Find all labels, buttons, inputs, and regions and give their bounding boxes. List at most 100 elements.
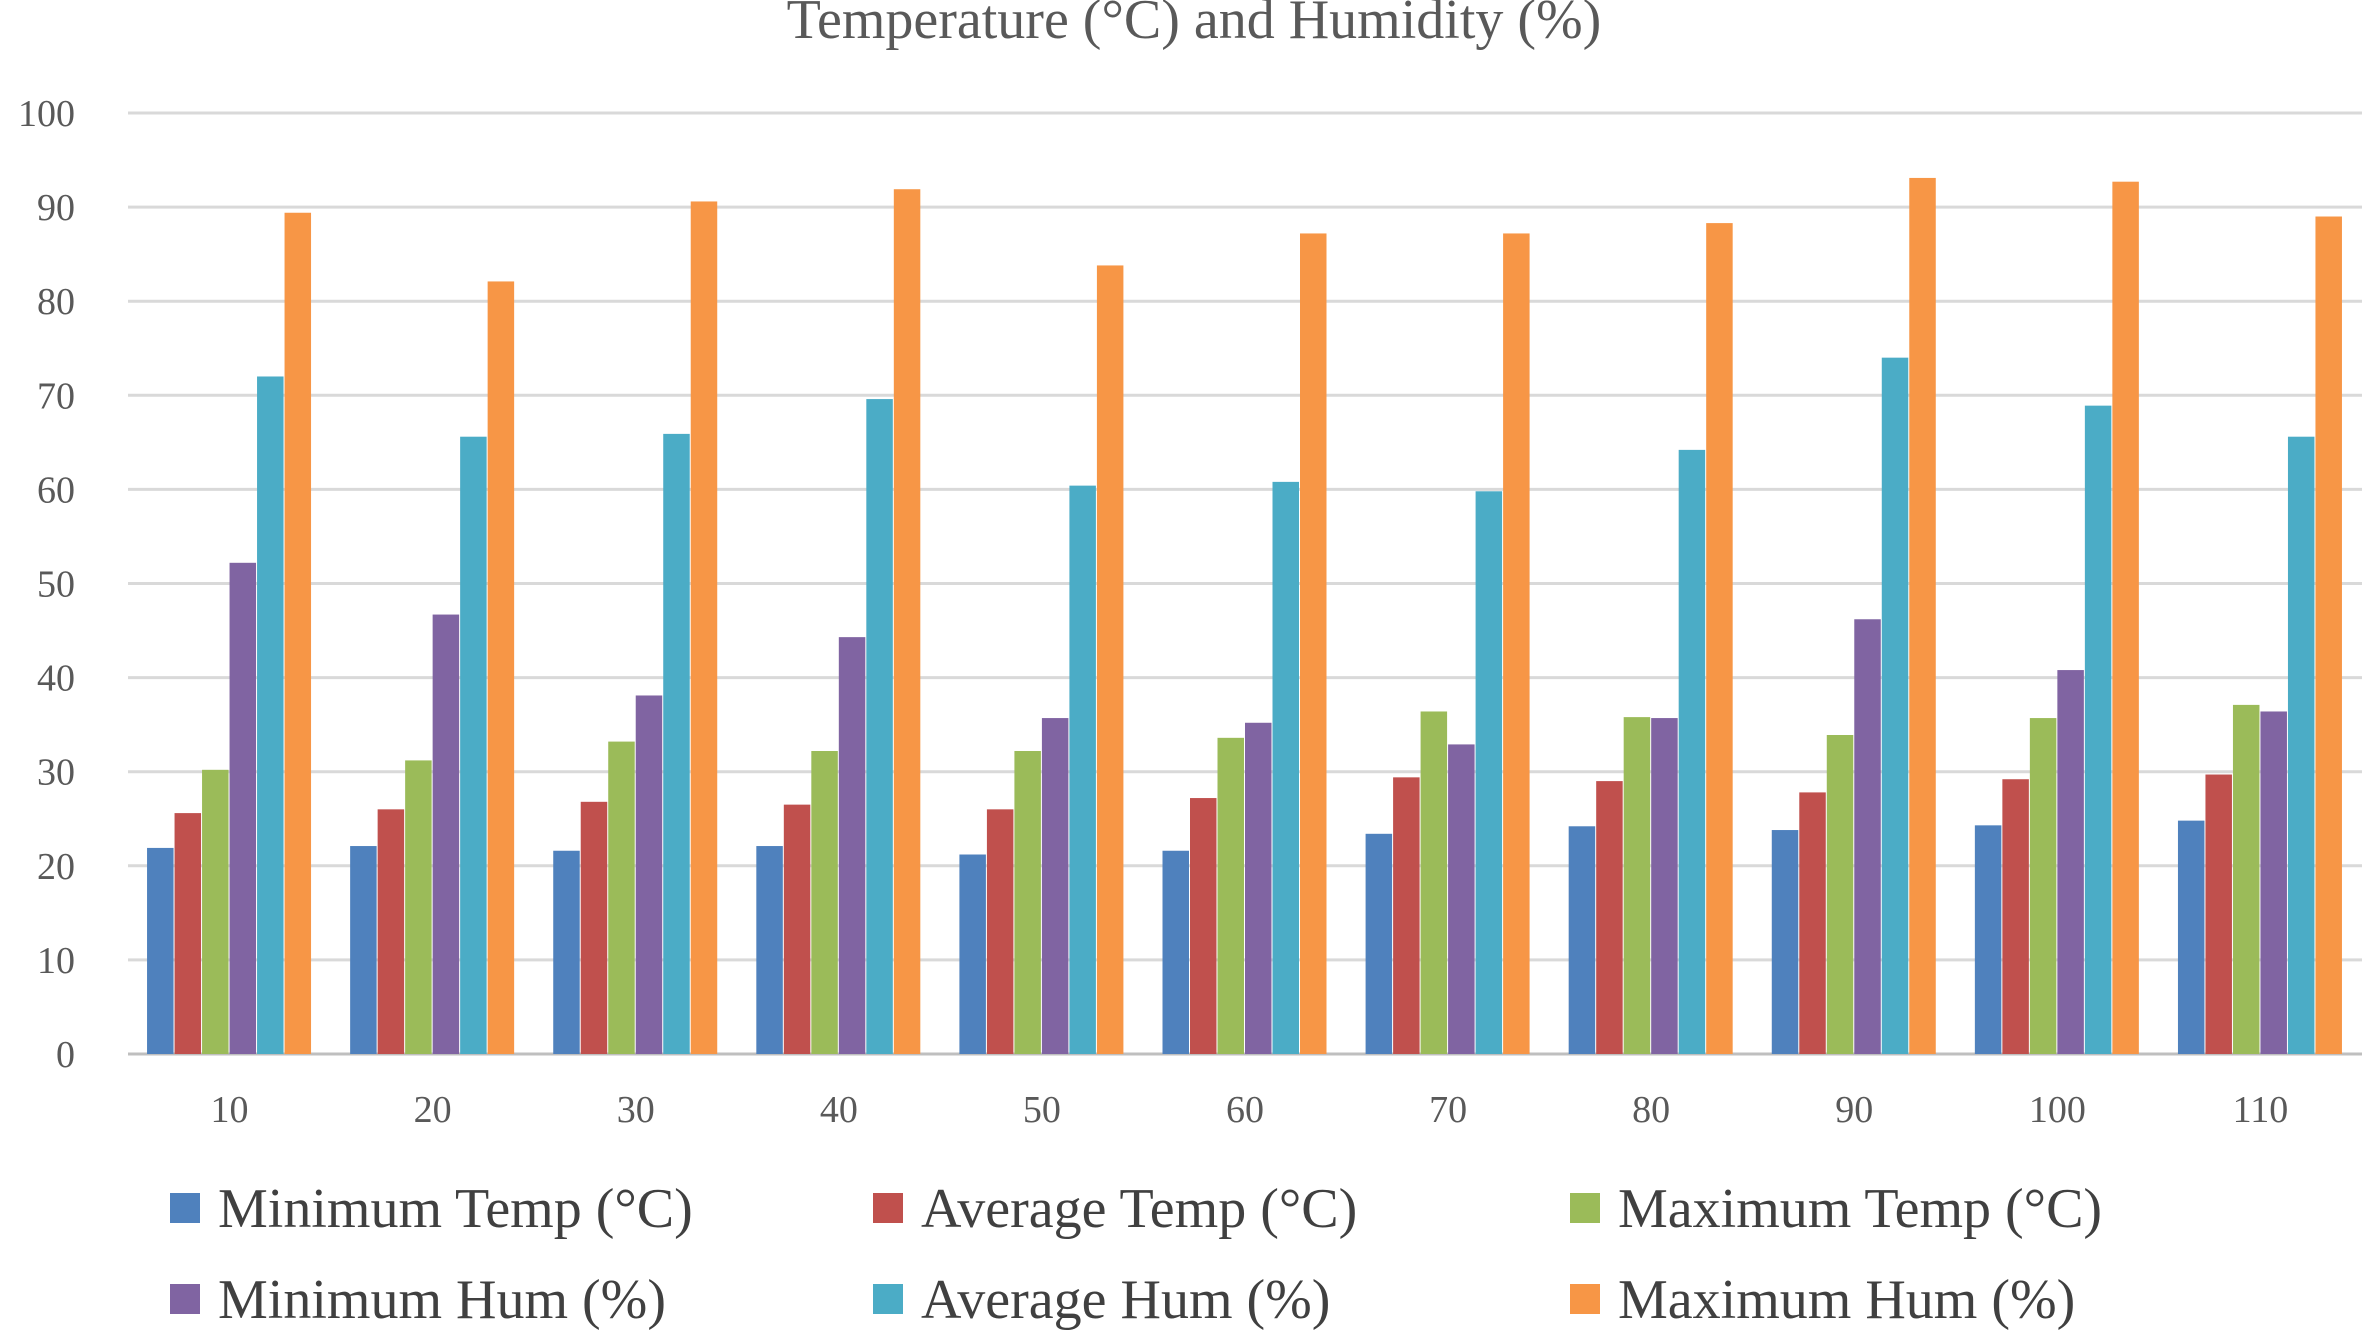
x-axis: 10 20 30 40 50 60 70 80 90 100 110 [211,1089,2289,1131]
bar [1272,481,1299,1054]
bar [1799,792,1826,1054]
bar [257,376,284,1055]
y-tick-label: 60 [37,469,75,511]
bar [756,846,783,1054]
bar [1300,233,1327,1054]
bar [1854,619,1881,1054]
x-tick-label: 110 [2233,1089,2289,1131]
bar [580,801,608,1054]
bar [608,741,635,1054]
bar [1041,718,1069,1054]
bar [1448,744,1475,1054]
bar [1706,223,1733,1055]
bar [1568,826,1596,1054]
bar [2205,774,2232,1054]
legend-label: Average Hum (%) [921,1269,1330,1331]
bar [2260,711,2287,1054]
legend-label: Maximum Temp (°C) [1618,1178,2102,1240]
bar [663,433,690,1055]
bar [487,281,515,1055]
bar [2177,820,2205,1054]
bar [377,809,405,1054]
bar [1014,750,1041,1054]
bar [202,769,229,1054]
x-tick-label: 30 [617,1089,655,1131]
y-tick-label: 20 [37,846,75,888]
legend-swatch [1570,1284,1600,1314]
bar [2112,181,2139,1054]
chart-title: Temperature (°C) and Humidity (%) [787,0,1602,51]
legend: Minimum Temp (°C) Average Temp (°C) Maximu… [170,1178,2102,1331]
y-tick-label: 70 [37,375,75,417]
bar [690,201,718,1055]
y-axis: 0 10 20 30 40 50 60 70 80 90 100 [18,93,75,1076]
bar [147,847,174,1054]
x-tick-label: 40 [820,1089,858,1131]
y-tick-label: 50 [37,564,75,606]
y-tick-label: 100 [18,93,75,135]
bar [811,750,838,1054]
bar [2002,779,2029,1054]
y-tick-label: 90 [37,187,75,229]
bar [1974,825,2002,1054]
bar [1420,711,1448,1054]
bar [1826,735,1854,1054]
x-tick-label: 10 [211,1089,249,1131]
bar [2029,718,2057,1054]
bar [174,813,202,1054]
bar [1623,717,1651,1054]
bar [460,436,487,1055]
x-tick-label: 80 [1632,1089,1670,1131]
y-tick-label: 80 [37,281,75,323]
legend-label: Maximum Hum (%) [1618,1269,2075,1331]
bar [405,760,432,1054]
bar [1245,722,1272,1054]
bar [2232,704,2260,1054]
bar [1503,233,1530,1054]
bar [432,614,460,1054]
bar [1651,718,1678,1054]
bar [1596,781,1623,1054]
legend-label: Minimum Temp (°C) [218,1178,693,1240]
bar [1475,491,1503,1055]
bar [893,189,921,1054]
x-tick-label: 20 [414,1089,452,1131]
bar [2084,405,2112,1054]
x-tick-label: 60 [1226,1089,1264,1131]
x-tick-label: 50 [1023,1089,1061,1131]
bar [1162,850,1189,1054]
bar [2057,670,2084,1054]
bar [838,637,866,1054]
bar [553,850,580,1054]
legend-swatch [1570,1193,1600,1223]
y-tick-label: 0 [56,1034,75,1076]
bar [2315,216,2342,1054]
bar [866,399,893,1055]
x-tick-label: 100 [2029,1089,2086,1131]
bar [1190,798,1217,1054]
x-tick-label: 90 [1835,1089,1873,1131]
legend-swatch [873,1193,903,1223]
bar [1365,833,1393,1054]
bar [986,809,1014,1054]
bar [284,212,312,1055]
bar [2287,436,2315,1055]
bar [1217,737,1244,1054]
bar [1096,265,1124,1054]
bar [350,846,377,1054]
bar [1881,357,1909,1054]
legend-swatch [170,1284,200,1314]
bar [1771,830,1799,1054]
bar [959,854,986,1054]
y-tick-label: 30 [37,752,75,794]
legend-swatch [170,1193,200,1223]
legend-label: Average Temp (°C) [921,1178,1357,1240]
bars [147,177,2342,1055]
bar [1069,485,1096,1054]
y-tick-label: 10 [37,940,75,982]
y-tick-label: 40 [37,658,75,700]
bar [1909,177,1936,1054]
legend-swatch [873,1284,903,1314]
bar [1393,777,1420,1054]
